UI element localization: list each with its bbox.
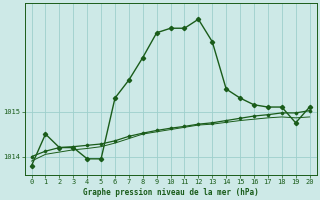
- X-axis label: Graphe pression niveau de la mer (hPa): Graphe pression niveau de la mer (hPa): [83, 188, 259, 197]
